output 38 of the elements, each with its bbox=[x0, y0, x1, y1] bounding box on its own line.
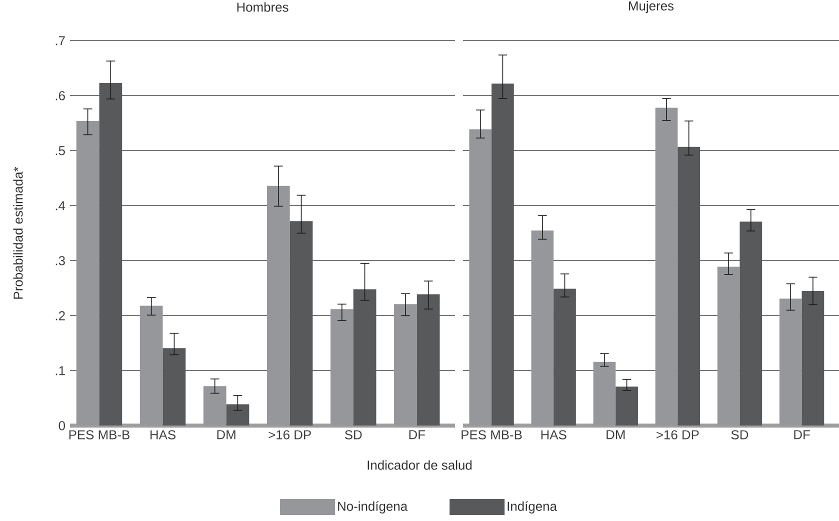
x-tick-label: HAS bbox=[150, 430, 176, 440]
bar bbox=[99, 83, 122, 426]
y-axis-title: Probabilidad estimada* bbox=[13, 166, 23, 299]
x-tick-label: PES MB-B bbox=[462, 430, 522, 440]
x-tick-label: PES MB-B bbox=[69, 430, 130, 440]
legend-label: No-indígena bbox=[338, 501, 408, 514]
y-tick-label: 0 bbox=[58, 421, 65, 430]
bar bbox=[616, 386, 638, 426]
chart-title: Mujeres bbox=[629, 0, 674, 14]
legend-label: Indígena bbox=[508, 501, 557, 514]
x-axis-title: Indicador de salud bbox=[368, 460, 472, 470]
x-tick-label: >16 DP bbox=[656, 430, 699, 440]
x-tick-label: SD bbox=[344, 430, 362, 440]
x-tick-label: HAS bbox=[541, 430, 566, 440]
bar bbox=[226, 404, 250, 426]
x-tick-label: DM bbox=[606, 430, 625, 440]
bar bbox=[416, 294, 440, 426]
y-tick-label: .1 bbox=[56, 366, 65, 376]
x-tick-label: DF bbox=[409, 430, 425, 440]
bar bbox=[802, 290, 824, 426]
bar bbox=[162, 348, 186, 426]
x-tick-label: DM bbox=[217, 430, 236, 440]
y-tick-label: .4 bbox=[56, 201, 66, 210]
bar bbox=[353, 289, 376, 426]
x-tick-label: >16 DP bbox=[268, 430, 311, 440]
y-tick-label: .3 bbox=[56, 256, 65, 266]
bar bbox=[290, 221, 313, 426]
y-tick-label: .5 bbox=[56, 146, 65, 156]
bar bbox=[492, 84, 514, 426]
chart-title: Hombres bbox=[237, 2, 288, 12]
bar bbox=[678, 146, 700, 426]
bar bbox=[740, 222, 762, 426]
y-tick-label: .6 bbox=[56, 91, 65, 100]
x-tick-label: DF bbox=[794, 430, 810, 440]
y-tick-label: .7 bbox=[56, 36, 65, 46]
y-tick-label: .2 bbox=[56, 311, 65, 320]
bar bbox=[554, 288, 576, 426]
x-tick-label: SD bbox=[731, 430, 748, 440]
